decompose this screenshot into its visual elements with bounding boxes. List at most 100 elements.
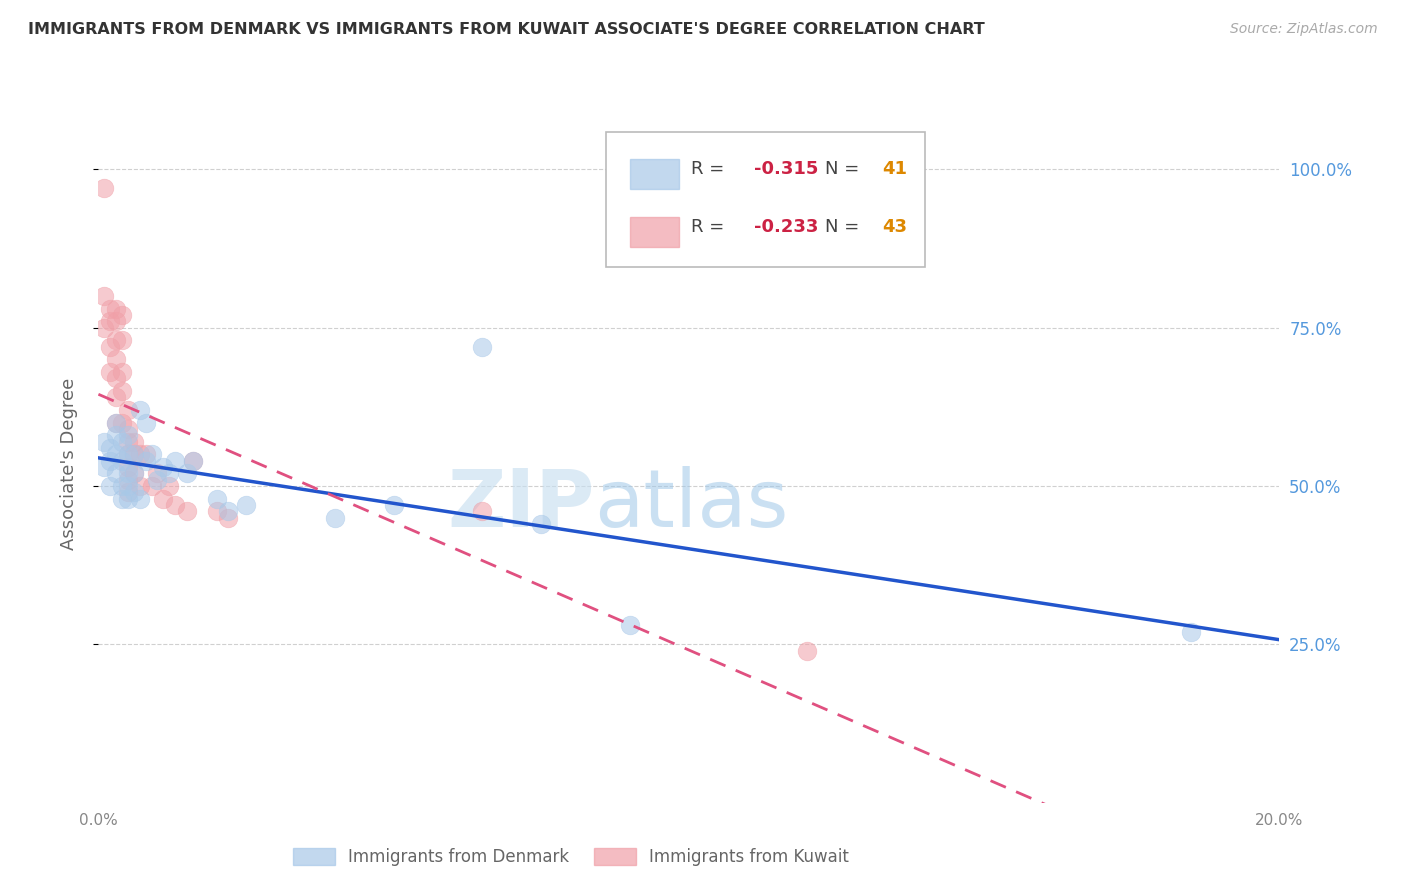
Text: Source: ZipAtlas.com: Source: ZipAtlas.com: [1230, 22, 1378, 37]
Point: [98, 479, 121, 493]
Y-axis label: Associate's Degree: Associate's Degree: [59, 377, 77, 550]
Point: [111, 491, 134, 506]
Point: [122, 434, 145, 449]
Point: [117, 434, 139, 449]
Point: [141, 479, 163, 493]
Point: [117, 403, 139, 417]
Point: [382, 498, 405, 512]
Point: [181, 453, 204, 467]
Point: [471, 504, 494, 518]
Point: [93, 460, 115, 475]
Point: [117, 422, 139, 436]
Point: [141, 447, 163, 461]
Point: [152, 460, 174, 475]
Point: [135, 453, 157, 467]
Point: [111, 384, 134, 398]
Point: [471, 340, 494, 354]
Legend: Immigrants from Denmark, Immigrants from Kuwait: Immigrants from Denmark, Immigrants from…: [287, 841, 855, 872]
Point: [205, 504, 228, 518]
Point: [105, 301, 128, 316]
Point: [117, 460, 139, 475]
Text: N =: N =: [825, 218, 865, 235]
Text: 43: 43: [883, 218, 908, 235]
Point: [122, 447, 145, 461]
Point: [98, 453, 121, 467]
Text: R =: R =: [692, 218, 730, 235]
Point: [146, 473, 169, 487]
Point: [117, 428, 139, 442]
Point: [128, 447, 150, 461]
Point: [122, 467, 145, 481]
Point: [122, 467, 145, 481]
Point: [165, 498, 187, 512]
Point: [117, 447, 139, 461]
Text: IMMIGRANTS FROM DENMARK VS IMMIGRANTS FROM KUWAIT ASSOCIATE'S DEGREE CORRELATION: IMMIGRANTS FROM DENMARK VS IMMIGRANTS FR…: [28, 22, 984, 37]
Point: [105, 447, 128, 461]
Text: atlas: atlas: [595, 466, 789, 543]
Point: [157, 479, 180, 493]
Point: [135, 447, 157, 461]
Text: R =: R =: [692, 160, 730, 178]
Text: -0.233: -0.233: [754, 218, 818, 235]
Point: [93, 289, 115, 303]
Point: [111, 365, 134, 379]
Point: [105, 416, 128, 430]
Point: [111, 453, 134, 467]
Point: [98, 365, 121, 379]
Point: [323, 510, 346, 524]
Point: [152, 491, 174, 506]
Point: [105, 390, 128, 404]
Point: [105, 333, 128, 347]
Point: [117, 467, 139, 481]
Point: [128, 403, 150, 417]
Point: [117, 447, 139, 461]
Point: [146, 467, 169, 481]
Point: [93, 181, 115, 195]
Point: [111, 308, 134, 322]
Point: [235, 498, 257, 512]
FancyBboxPatch shape: [630, 160, 679, 189]
Point: [157, 467, 180, 481]
Point: [98, 340, 121, 354]
FancyBboxPatch shape: [630, 217, 679, 247]
Point: [117, 479, 139, 493]
Point: [128, 491, 150, 506]
Point: [111, 434, 134, 449]
Point: [165, 453, 187, 467]
Point: [1180, 624, 1202, 639]
Point: [111, 333, 134, 347]
Point: [181, 453, 204, 467]
Point: [105, 467, 128, 481]
FancyBboxPatch shape: [606, 132, 925, 268]
Point: [117, 491, 139, 506]
Text: -0.315: -0.315: [754, 160, 818, 178]
Point: [217, 510, 239, 524]
Point: [117, 485, 139, 500]
Point: [98, 441, 121, 455]
Text: 41: 41: [883, 160, 908, 178]
Point: [105, 416, 128, 430]
Point: [205, 491, 228, 506]
Point: [530, 516, 553, 531]
Text: ZIP: ZIP: [447, 466, 595, 543]
Point: [105, 352, 128, 367]
Point: [105, 314, 128, 328]
Point: [176, 467, 198, 481]
Point: [176, 504, 198, 518]
Point: [93, 434, 115, 449]
Point: [128, 479, 150, 493]
Point: [93, 320, 115, 334]
Point: [98, 301, 121, 316]
Point: [98, 314, 121, 328]
Point: [117, 473, 139, 487]
Point: [105, 371, 128, 385]
Point: [122, 447, 145, 461]
Point: [217, 504, 239, 518]
Point: [111, 479, 134, 493]
Point: [105, 428, 128, 442]
Point: [122, 485, 145, 500]
Point: [796, 644, 818, 658]
Point: [619, 618, 641, 632]
Point: [111, 416, 134, 430]
Point: [135, 416, 157, 430]
